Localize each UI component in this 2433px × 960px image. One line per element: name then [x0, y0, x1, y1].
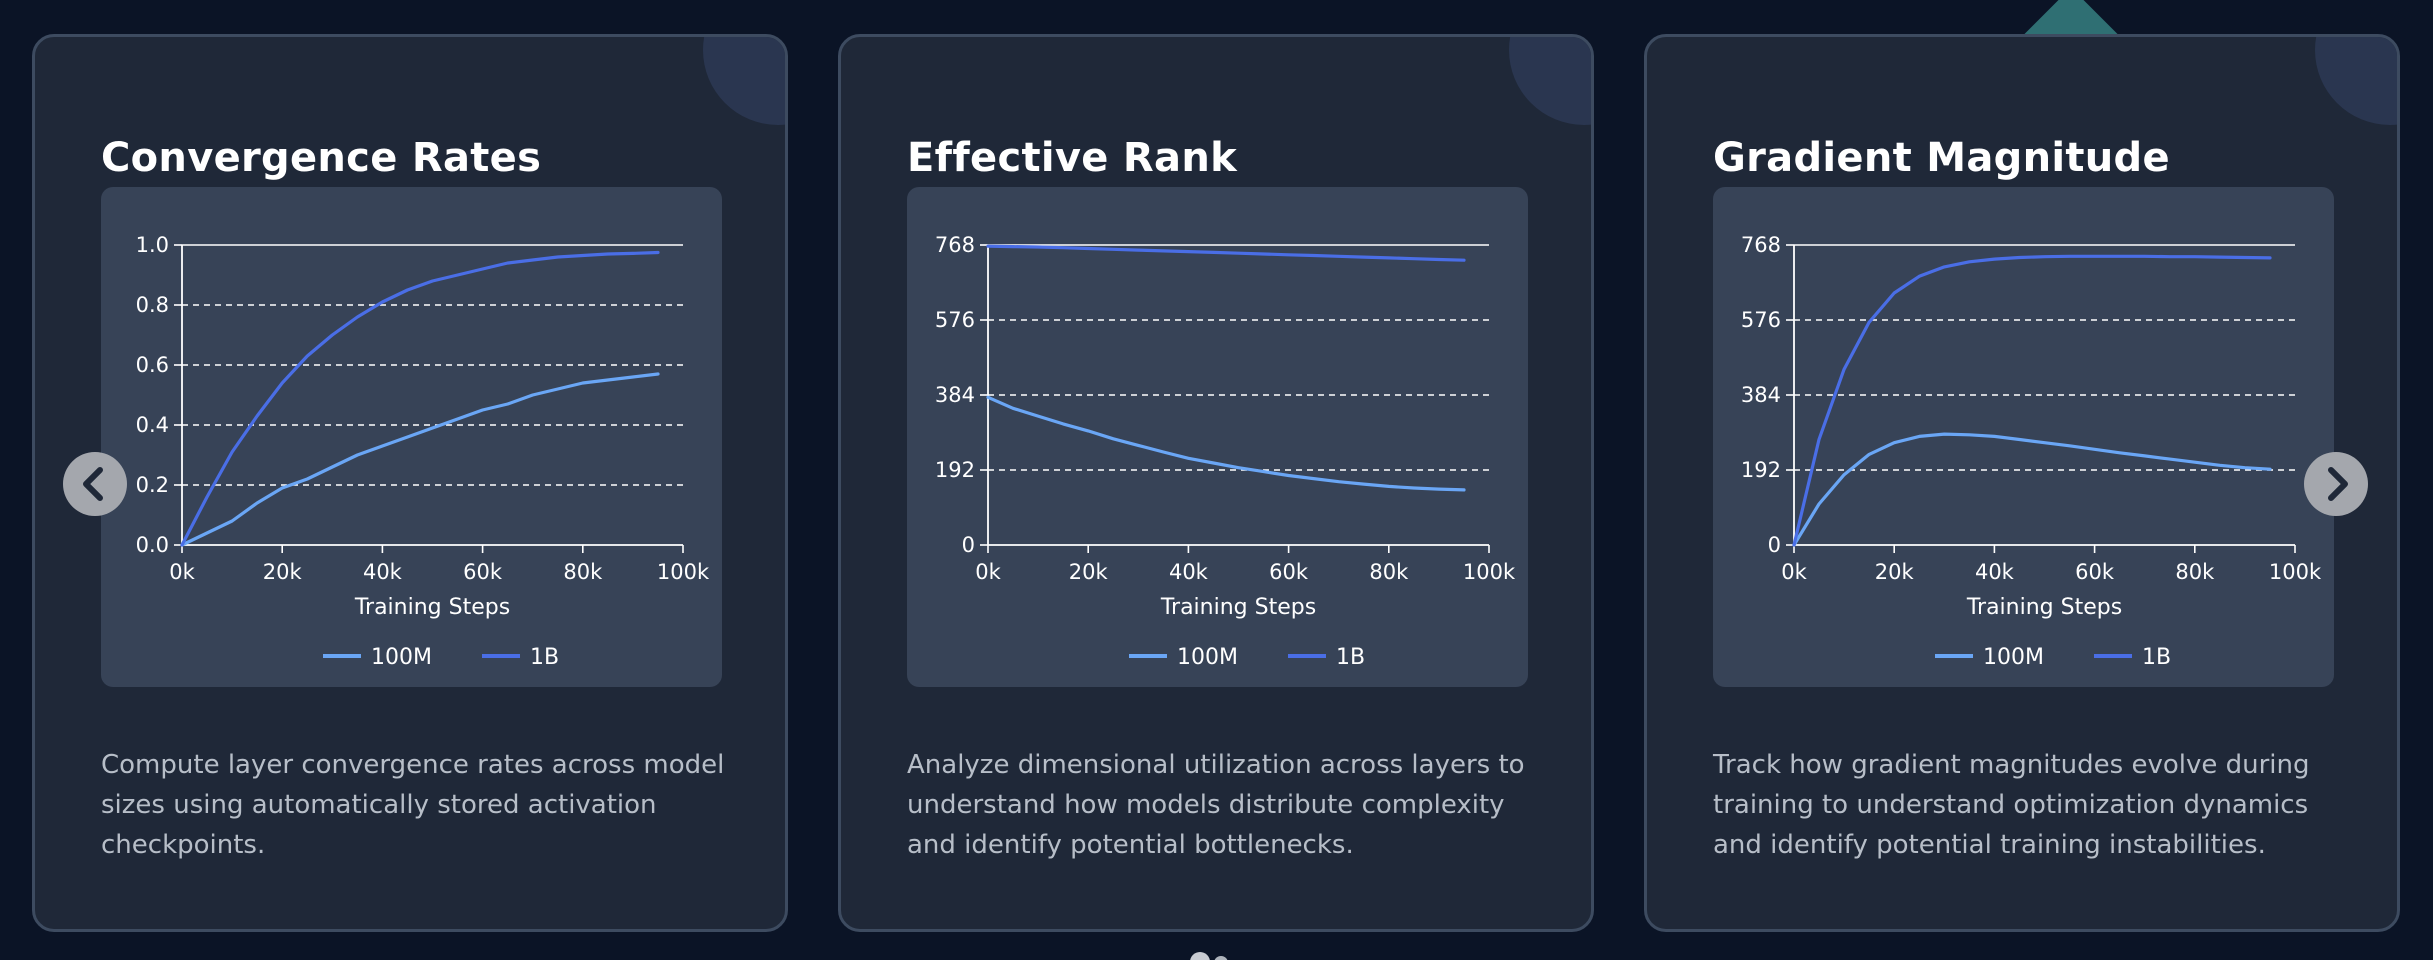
y-tick-label: 384 — [1741, 383, 1781, 407]
pagination-dot-active[interactable] — [1190, 952, 1210, 960]
y-tick-label: 0 — [962, 533, 975, 557]
carousel-prev-button[interactable] — [63, 452, 127, 516]
y-tick-label: 192 — [1741, 458, 1781, 482]
carousel-next-button[interactable] — [2304, 452, 2368, 516]
effective-rank-chart: 0 192 384 576 768 0k 20k 40k 60k 80k 100k Training … — [935, 233, 1516, 670]
y-tick-label: 768 — [935, 233, 975, 257]
y-tick-label: 0 — [1768, 533, 1781, 557]
series-line-1b — [180, 250, 660, 547]
x-tick-label: 20k — [1069, 560, 1109, 584]
x-axis-label: Training Steps — [354, 595, 510, 620]
x-axis-label: Training Steps — [1966, 595, 2122, 620]
x-tick-label: 60k — [2075, 560, 2115, 584]
y-tick-label: 0.8 — [136, 293, 169, 317]
y-tick-label: 0.6 — [136, 353, 169, 377]
y-tick-label: 0.2 — [136, 473, 169, 497]
series-line-100m — [1792, 432, 2272, 547]
x-tick-label: 60k — [1269, 560, 1309, 584]
x-tick-label: 100k — [1463, 560, 1516, 584]
legend-label-100m: 100M — [1177, 645, 1238, 670]
decorative-circle — [703, 37, 785, 125]
x-axis-label: Training Steps — [1160, 595, 1316, 620]
series-line-1b — [986, 244, 1466, 262]
legend-label-100m: 100M — [371, 645, 432, 670]
legend-label-100m: 100M — [1983, 645, 2044, 670]
feature-card-gradient-magnitude: Gradient Magnitude 0 192 384 576 768 0k 20k 40k… — [1644, 34, 2400, 932]
x-tick-label: 0k — [1781, 560, 1807, 584]
chart-panel: 0 192 384 576 768 0k 20k 40k 60k 80k 100k Training … — [907, 187, 1528, 687]
y-tick-label: 192 — [935, 458, 975, 482]
x-tick-label: 80k — [1369, 560, 1409, 584]
pagination-dot[interactable] — [1214, 956, 1228, 960]
feature-card-convergence: Convergence Rates 0.0 0.2 0.4 0.6 0.8 1.0 0k 20… — [32, 34, 788, 932]
card-title: Gradient Magnitude — [1713, 135, 2170, 181]
y-tick-label: 576 — [935, 308, 975, 332]
x-tick-label: 40k — [1169, 560, 1209, 584]
chart-panel: 0.0 0.2 0.4 0.6 0.8 1.0 0k 20k 40k 60k 80k 100k Trai… — [101, 187, 722, 687]
carousel-pagination — [1188, 952, 1228, 960]
y-tick-label: 384 — [935, 383, 975, 407]
card-description: Analyze dimensional utilization across l… — [907, 750, 1525, 860]
card-title: Effective Rank — [907, 135, 1238, 181]
series-line-100m — [986, 395, 1466, 492]
decorative-circle — [1509, 37, 1591, 125]
decorative-circle — [2315, 37, 2397, 125]
chevron-right-icon — [2328, 467, 2348, 501]
chevron-left-icon — [83, 467, 103, 501]
card-description: Track how gradient magnitudes evolve dur… — [1713, 750, 2310, 860]
gradient-magnitude-chart: 0 192 384 576 768 0k 20k 40k 60k 80k 100k Training … — [1741, 233, 2322, 670]
x-tick-label: 0k — [169, 560, 195, 584]
series-line-100m — [180, 372, 660, 547]
x-tick-label: 20k — [1875, 560, 1915, 584]
legend-label-1b: 1B — [1336, 645, 1365, 670]
y-tick-label: 576 — [1741, 308, 1781, 332]
x-tick-label: 0k — [975, 560, 1001, 584]
y-tick-label: 768 — [1741, 233, 1781, 257]
series-line-1b — [1792, 254, 2272, 547]
x-tick-label: 80k — [2175, 560, 2215, 584]
convergence-rates-chart: 0.0 0.2 0.4 0.6 0.8 1.0 0k 20k 40k 60k 80k 100k Trai… — [136, 233, 710, 670]
legend-label-1b: 1B — [2142, 645, 2171, 670]
y-tick-label: 0.0 — [136, 533, 169, 557]
x-tick-label: 20k — [263, 560, 303, 584]
legend-label-1b: 1B — [530, 645, 559, 670]
x-tick-label: 60k — [463, 560, 503, 584]
x-tick-label: 40k — [363, 560, 403, 584]
x-tick-label: 40k — [1975, 560, 2015, 584]
y-tick-label: 1.0 — [136, 233, 169, 257]
chart-panel: 0 192 384 576 768 0k 20k 40k 60k 80k 100k Training … — [1713, 187, 2334, 687]
card-title: Convergence Rates — [101, 135, 542, 181]
feature-card-effective-rank: Effective Rank 0 192 384 576 768 0k 20k 40k 60k 8… — [838, 34, 1594, 932]
y-tick-label: 0.4 — [136, 413, 169, 437]
x-tick-label: 100k — [657, 560, 710, 584]
x-tick-label: 80k — [563, 560, 603, 584]
x-tick-label: 100k — [2269, 560, 2322, 584]
card-description: Compute layer convergence rates across m… — [101, 750, 725, 860]
